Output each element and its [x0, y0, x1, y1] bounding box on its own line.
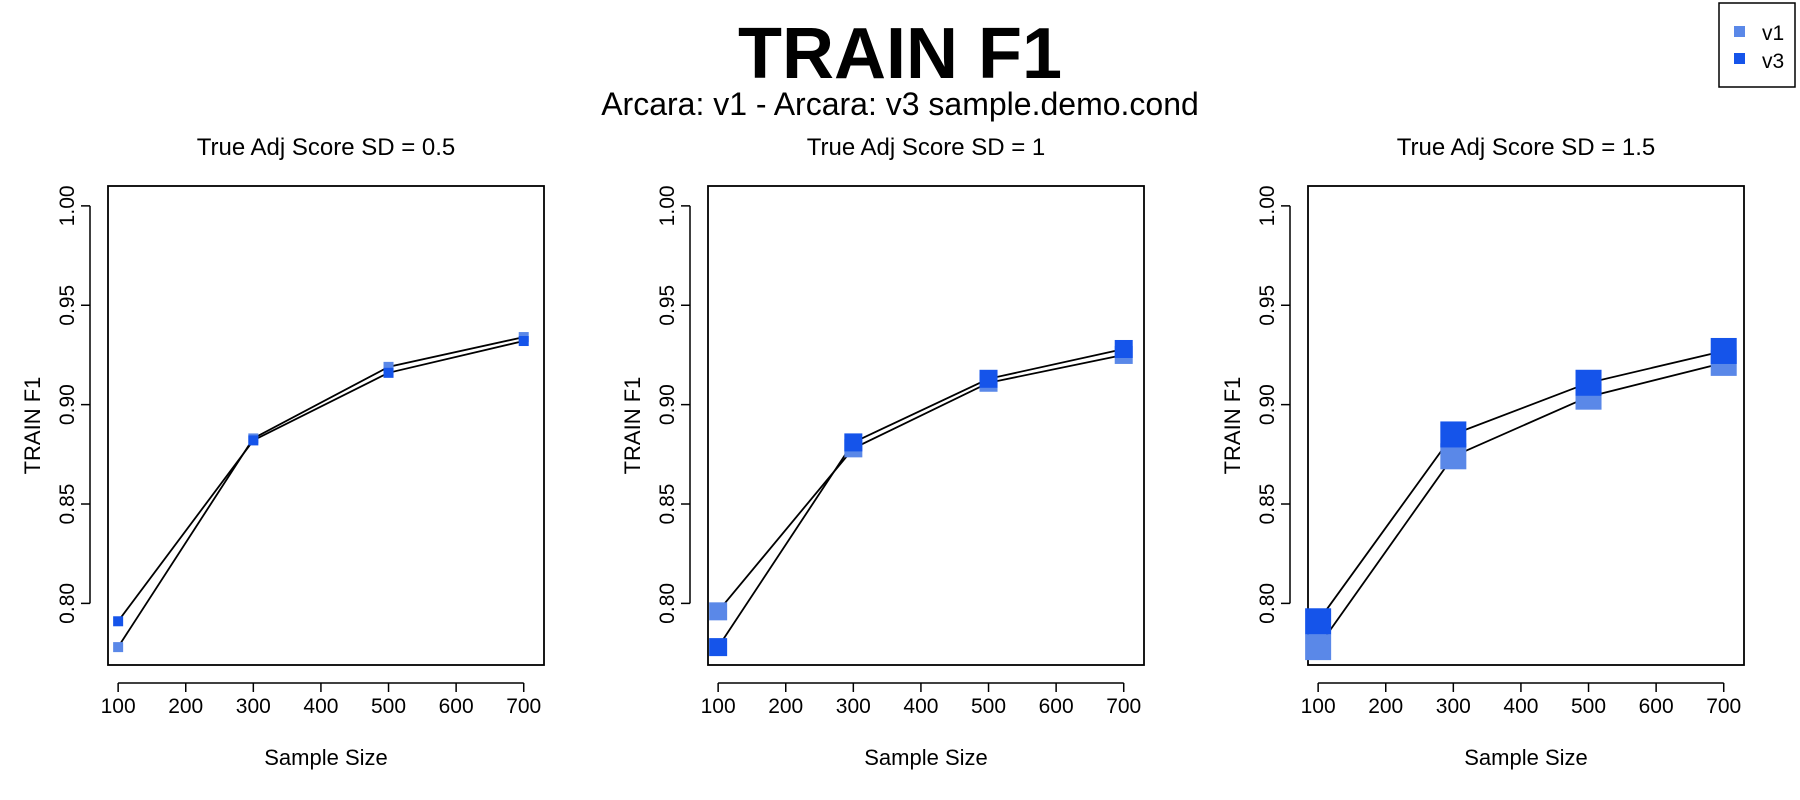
y-axis: 0.80 0.85 0.90 0.95 1.00 [56, 185, 91, 624]
marker-v3-500 [1575, 369, 1602, 396]
y-tick-label: 1.00 [1256, 185, 1279, 226]
x-tick-label: 600 [1039, 695, 1074, 718]
y-tick-label: 0.90 [656, 384, 679, 425]
x-tick-label: 200 [768, 695, 803, 718]
x-axis-label: Sample Size [864, 745, 988, 770]
x-tick-label: 500 [1571, 695, 1606, 718]
marker-v3-100 [113, 616, 124, 627]
y-tick-label: 1.00 [656, 185, 679, 226]
x-tick-label: 700 [1106, 695, 1141, 718]
panel-title: True Adj Score SD = 0.5 [197, 134, 456, 161]
x-tick-label: 100 [101, 695, 136, 718]
x-tick-label: 600 [1639, 695, 1674, 718]
legend-label-v1: v1 [1762, 22, 1784, 45]
x-tick-label: 500 [971, 695, 1006, 718]
y-tick-label: 0.95 [656, 285, 679, 326]
marker-v1-100 [1305, 634, 1332, 661]
marker-v1-500 [383, 361, 394, 372]
y-tick-label: 0.90 [56, 384, 79, 425]
x-tick-label: 700 [506, 695, 541, 718]
y-tick-label: 0.80 [56, 583, 79, 624]
panel-title: True Adj Score SD = 1 [807, 134, 1046, 161]
chart-panels: True Adj Score SD = 0.5 100 200 300 400 500 60… [20, 134, 1745, 770]
marker-v3-300 [248, 435, 259, 446]
x-axis-label: Sample Size [1464, 745, 1588, 770]
x-tick-label: 300 [236, 695, 271, 718]
x-tick-label: 300 [836, 695, 871, 718]
y-tick-label: 0.95 [1256, 285, 1279, 326]
y-axis-label: TRAIN F1 [1220, 377, 1245, 475]
legend-label-v3: v3 [1762, 50, 1784, 73]
x-axis: 100 200 300 400 500 600 700 [701, 682, 1141, 718]
x-tick-label: 400 [1503, 695, 1538, 718]
x-tick-label: 600 [439, 695, 474, 718]
legend-swatch-v3 [1734, 53, 1745, 64]
marker-v3-500 [383, 367, 394, 378]
marker-v3-700 [1114, 339, 1133, 358]
chart-panel-1: True Adj Score SD = 0.5 100 200 300 400 500 60… [20, 134, 545, 770]
y-tick-label: 0.85 [1256, 484, 1279, 525]
marker-v3-100 [709, 638, 728, 657]
y-axis-label: TRAIN F1 [20, 377, 45, 475]
plot-frame [707, 185, 1145, 666]
marker-v1-100 [113, 642, 124, 653]
y-axis: 0.80 0.85 0.90 0.95 1.00 [656, 185, 691, 624]
plot-frame [1307, 185, 1745, 666]
x-axis: 100 200 300 400 500 600 700 [1301, 682, 1741, 718]
x-tick-label: 200 [168, 695, 203, 718]
marker-v3-300 [1440, 421, 1467, 448]
x-tick-label: 100 [1301, 695, 1336, 718]
series-line-v3 [117, 340, 524, 622]
marker-v3-700 [518, 336, 529, 347]
y-tick-label: 0.80 [656, 583, 679, 624]
marker-v3-300 [844, 433, 863, 452]
subtitle: Arcara: v1 - Arcara: v3 sample.demo.cond [601, 86, 1199, 122]
x-tick-label: 500 [371, 695, 406, 718]
x-tick-label: 300 [1436, 695, 1471, 718]
series-line-v3 [1317, 350, 1724, 622]
chart-panel-2: True Adj Score SD = 1 100 200 300 400 500 600 7… [620, 134, 1145, 770]
legend-box [1718, 2, 1796, 88]
series-line-v1 [717, 354, 1124, 612]
legend-swatch-v1 [1734, 26, 1745, 37]
main-title: TRAIN F1 [738, 14, 1062, 94]
x-axis-label: Sample Size [264, 745, 388, 770]
x-tick-label: 700 [1706, 695, 1741, 718]
y-tick-label: 1.00 [56, 185, 79, 226]
y-tick-label: 0.90 [1256, 384, 1279, 425]
marker-v1-300 [1440, 443, 1467, 470]
y-tick-label: 0.85 [56, 484, 79, 525]
series-line-v3 [717, 348, 1124, 648]
y-tick-label: 0.95 [56, 285, 79, 326]
y-axis: 0.80 0.85 0.90 0.95 1.00 [1256, 185, 1291, 624]
marker-v3-100 [1305, 608, 1332, 635]
x-tick-label: 400 [303, 695, 338, 718]
x-tick-label: 200 [1368, 695, 1403, 718]
chart-panel-3: True Adj Score SD = 1.5 100 200 300 400 500 60… [1220, 134, 1745, 770]
marker-v3-700 [1710, 337, 1737, 364]
x-tick-label: 400 [903, 695, 938, 718]
legend: v1 v3 [1718, 2, 1796, 88]
series-line-v1 [117, 336, 524, 648]
x-axis: 100 200 300 400 500 600 700 [101, 682, 541, 718]
y-axis-label: TRAIN F1 [620, 377, 645, 475]
panel-title: True Adj Score SD = 1.5 [1397, 134, 1656, 161]
y-tick-label: 0.80 [1256, 583, 1279, 624]
plot-frame [107, 185, 545, 666]
series-line-v1 [1317, 362, 1724, 648]
marker-v1-100 [709, 602, 728, 621]
marker-v3-500 [979, 369, 998, 388]
y-tick-label: 0.85 [656, 484, 679, 525]
x-tick-label: 100 [701, 695, 736, 718]
